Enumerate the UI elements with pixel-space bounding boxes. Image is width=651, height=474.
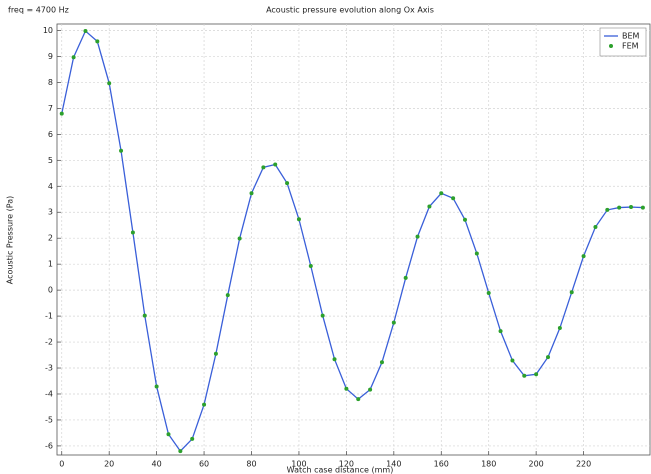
x-tick-label: 100 <box>291 460 306 469</box>
legend-box <box>599 27 647 57</box>
fem-point <box>59 111 64 116</box>
fem-point <box>474 251 479 256</box>
fem-point <box>166 432 171 437</box>
legend-label: FEM <box>622 42 639 51</box>
x-tick-label: 120 <box>339 460 354 469</box>
x-axis-label: Watch case distance (mm) <box>287 466 394 474</box>
fem-point <box>451 196 456 201</box>
x-tick-label: 180 <box>481 460 496 469</box>
fem-point <box>498 329 503 334</box>
x-tick-label: 20 <box>104 460 114 469</box>
fem-point <box>427 204 432 209</box>
fem-point <box>391 320 396 325</box>
y-tick-label: 8 <box>48 78 53 87</box>
fem-point <box>83 29 88 34</box>
fem-point <box>225 293 230 298</box>
y-tick-label: -3 <box>45 364 53 373</box>
fem-point <box>344 386 349 391</box>
fem-point <box>379 360 384 365</box>
fem-point <box>308 263 313 268</box>
y-tick-label: 7 <box>48 104 53 113</box>
y-tick-label: 4 <box>48 182 53 191</box>
x-tick-label: 80 <box>246 460 256 469</box>
legend-marker <box>609 44 613 48</box>
x-tick-label: 60 <box>199 460 209 469</box>
fem-point <box>273 162 278 167</box>
fem-point <box>213 351 218 356</box>
fem-point <box>237 236 242 241</box>
fem-point <box>546 355 551 360</box>
fem-point <box>605 207 610 212</box>
y-tick-label: 10 <box>43 26 53 35</box>
fem-point <box>202 402 207 407</box>
x-tick-label: 220 <box>576 460 591 469</box>
y-tick-label: 5 <box>48 156 53 165</box>
fem-point <box>593 225 598 230</box>
fem-point <box>617 205 622 210</box>
y-tick-label: 2 <box>48 234 53 243</box>
annotation: freq = 4700 Hz <box>8 6 69 15</box>
fem-point <box>522 373 527 378</box>
fem-point <box>510 358 515 363</box>
y-tick-label: 6 <box>48 130 53 139</box>
fem-point <box>285 181 290 186</box>
fem-point <box>320 313 325 318</box>
fem-point <box>296 217 301 222</box>
x-tick-label: 200 <box>529 460 544 469</box>
y-axis-label: Acoustic Pressure (Pa) <box>6 196 15 284</box>
y-tick-label: 0 <box>48 286 53 295</box>
fem-point <box>368 387 373 392</box>
x-tick-label: 0 <box>59 460 64 469</box>
y-tick-label: -2 <box>45 338 53 347</box>
y-tick-label: -6 <box>45 441 53 450</box>
legend-label: BEM <box>622 32 640 41</box>
fem-point <box>569 290 574 295</box>
fem-point <box>534 372 539 377</box>
fem-point <box>95 39 100 44</box>
y-tick-label: 9 <box>48 52 53 61</box>
y-tick-label: -1 <box>45 312 53 321</box>
fem-point <box>261 165 266 170</box>
fem-point <box>142 313 147 318</box>
fem-point <box>356 397 361 402</box>
y-tick-label: 3 <box>48 208 53 217</box>
fem-point <box>581 254 586 259</box>
fem-point <box>178 449 183 454</box>
y-tick-label: -5 <box>45 415 53 424</box>
fem-point <box>130 230 135 235</box>
fem-point <box>486 290 491 295</box>
fem-point <box>107 81 112 86</box>
fem-point <box>629 205 634 210</box>
x-tick-label: 40 <box>152 460 162 469</box>
fem-point <box>332 357 337 362</box>
x-tick-label: 140 <box>386 460 401 469</box>
fem-point <box>557 326 562 331</box>
fem-point <box>640 205 645 210</box>
fem-point <box>190 436 195 441</box>
y-tick-label: -4 <box>45 389 53 398</box>
fem-point <box>154 384 159 389</box>
y-tick-label: 1 <box>48 260 53 269</box>
chart-title: Acoustic pressure evolution along Ox Axi… <box>266 6 434 15</box>
bem-line <box>61 29 643 453</box>
fem-point <box>462 217 467 222</box>
fem-point <box>71 55 76 60</box>
fem-point <box>403 275 408 280</box>
fem-point <box>439 191 444 196</box>
fem-point <box>249 191 254 196</box>
fem-point <box>119 148 124 153</box>
plot-area <box>56 23 651 456</box>
fem-point <box>415 234 420 239</box>
x-tick-label: 160 <box>434 460 449 469</box>
